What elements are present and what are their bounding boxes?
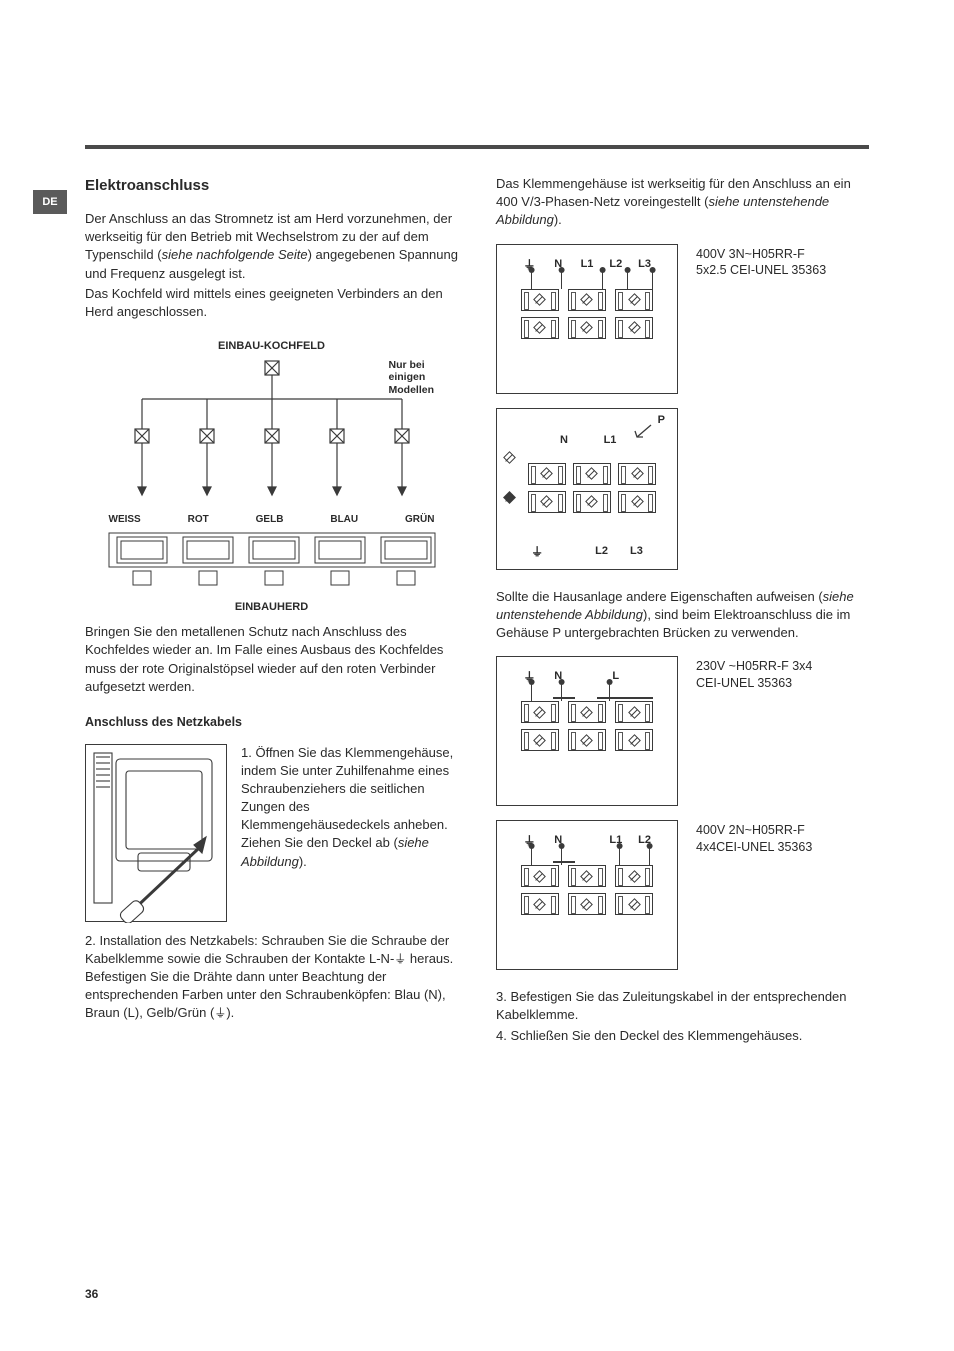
step-3-text: 3. Befestigen Sie das Zuleitungskabel in…	[496, 988, 869, 1024]
tb4-caption: 400V 2N~H05RR-F 4x4CEI-UNEL 35363	[696, 820, 869, 856]
color-gruen: GRÜN	[405, 513, 434, 527]
tb-p-label: P	[658, 413, 665, 428]
tb2-n: N	[555, 433, 573, 448]
cable-box-illustration	[85, 744, 227, 922]
tb3-cap-2: CEI-UNEL 35363	[696, 676, 792, 690]
ground-icon: ⏚	[214, 1006, 226, 1020]
tb2-labels: N L1	[497, 433, 677, 448]
intro-paragraph-2: Das Kochfeld wird mittels eines geeignet…	[85, 285, 458, 321]
terminal-block-row-3: ⏚ N L	[496, 656, 869, 806]
step2-c: ).	[226, 1005, 234, 1020]
terminal-block-p: P N L1	[496, 408, 678, 570]
wiring-top-label: EINBAU-KOCHFELD	[107, 339, 437, 354]
terminal-block-4: ⏚ N L1 L2	[496, 820, 678, 970]
r-intro-b: ).	[554, 212, 562, 227]
cable-subhead: Anschluss des Netzkabels	[85, 714, 458, 732]
color-gelb: GELB	[256, 513, 284, 527]
wiring-svg-wrap: Nur bei einigen Modellen	[107, 359, 437, 509]
tb3-labels: ⏚ N L	[497, 669, 677, 686]
tb1-l2: L2	[607, 257, 625, 274]
tb4-blank	[578, 833, 596, 850]
side-label-2: einigen	[389, 371, 426, 383]
tb3-blank1	[578, 669, 596, 686]
tb2-bottom-labels: ⏚ L2 L3	[497, 544, 677, 561]
wiring-side-label: Nur bei einigen Modellen	[389, 359, 447, 397]
tb1-cap-1: 400V 3N~H05RR-F	[696, 247, 805, 261]
tb2-l1: L1	[601, 433, 619, 448]
color-rot: ROT	[188, 513, 209, 527]
left-column: Elektroanschluss Der Anschluss an das St…	[85, 175, 458, 1047]
tb4-grid	[519, 865, 655, 915]
tb2-l2: L2	[595, 544, 608, 561]
tb4-cap-1: 400V 2N~H05RR-F	[696, 823, 805, 837]
tb1-grid	[519, 289, 655, 339]
after-wiring-text: Bringen Sie den metallenen Schutz nach A…	[85, 623, 458, 696]
side-screw-1	[505, 453, 514, 462]
section-title: Elektroanschluss	[85, 175, 458, 196]
right-column: Das Klemmengehäuse ist werkseitig für de…	[496, 175, 869, 1047]
step-1-text: 1. Öffnen Sie das Klemmengehäuse, indem …	[241, 744, 458, 922]
mid-a: Sollte die Hausanlage andere Eigenschaft…	[496, 589, 823, 604]
tb2-grid	[527, 463, 657, 513]
side-label-1: Nur bei	[389, 359, 425, 371]
intro-paragraph-1: Der Anschluss an das Stromnetz ist am He…	[85, 210, 458, 283]
intro-1-italic: siehe nachfolgende Seite	[162, 247, 308, 262]
side-screw-2	[505, 493, 514, 502]
terminal-block-row-1: ⏚ N L1 L2 L3	[496, 244, 869, 394]
step-4-text: 4. Schließen Sie den Deckel des Klemmeng…	[496, 1027, 869, 1045]
tb3-blank2	[636, 669, 654, 686]
tb1-caption: 400V 3N~H05RR-F 5x2.5 CEI-UNEL 35363	[696, 244, 869, 280]
tb4-cap-2: 4x4CEI-UNEL 35363	[696, 840, 812, 854]
tb1-l1: L1	[578, 257, 596, 274]
terminal-block-row-2: P N L1	[496, 408, 869, 570]
step-2-text: 2. Installation des Netzkabels: Schraube…	[85, 932, 458, 1023]
tb2-l3: L3	[630, 544, 643, 561]
page-number: 36	[85, 1287, 98, 1301]
ground-icon: ⏚	[531, 544, 543, 561]
page-content: Elektroanschluss Der Anschluss an das St…	[85, 175, 869, 1047]
color-blau: BLAU	[330, 513, 358, 527]
terminal-block-1: ⏚ N L1 L2 L3	[496, 244, 678, 394]
tb3-grid	[519, 701, 655, 751]
step1-tail: ).	[299, 854, 307, 869]
ground-icon: ⏚	[394, 952, 406, 966]
wiring-tree-svg	[107, 359, 437, 504]
tb3-caption: 230V ~H05RR-F 3x4 CEI-UNEL 35363	[696, 656, 869, 692]
tb3-cap-1: 230V ~H05RR-F 3x4	[696, 659, 812, 673]
page-top-rule	[85, 145, 869, 149]
terminal-strip-svg	[107, 531, 437, 589]
side-label-3: Modellen	[389, 384, 435, 396]
tb1-cap-2: 5x2.5 CEI-UNEL 35363	[696, 263, 826, 277]
color-weiss: WEISS	[109, 513, 141, 527]
middle-text: Sollte die Hausanlage andere Eigenschaft…	[496, 588, 869, 643]
tb2-caption	[696, 408, 869, 410]
language-badge: DE	[33, 190, 67, 214]
cable-box-row: 1. Öffnen Sie das Klemmengehäuse, indem …	[85, 744, 458, 922]
terminal-block-3: ⏚ N L	[496, 656, 678, 806]
wiring-diagram: EINBAU-KOCHFELD Nur bei einigen Modellen	[107, 339, 437, 615]
terminal-block-row-4: ⏚ N L1 L2	[496, 820, 869, 970]
wiring-color-labels: WEISS ROT GELB BLAU GRÜN	[107, 513, 437, 527]
wiring-bottom-label: EINBAUHERD	[107, 600, 437, 615]
right-intro: Das Klemmengehäuse ist werkseitig für de…	[496, 175, 869, 230]
